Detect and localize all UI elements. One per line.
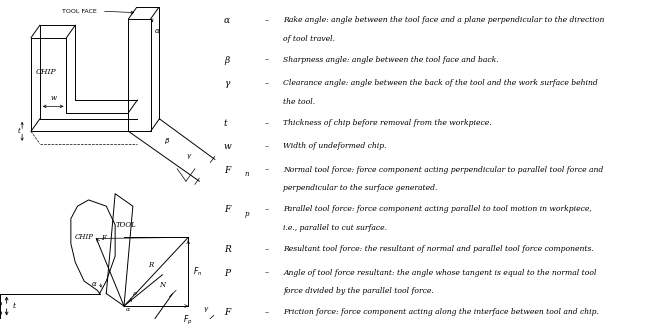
Text: w: w (50, 94, 56, 102)
Text: TOOL FACE: TOOL FACE (62, 9, 97, 14)
Text: γ: γ (224, 79, 229, 88)
Text: TOOL: TOOL (116, 221, 137, 229)
Text: N: N (159, 281, 166, 289)
Text: Sharpness angle: angle between the tool face and back.: Sharpness angle: angle between the tool … (283, 56, 499, 64)
Text: $\alpha$: $\alpha$ (125, 306, 132, 313)
Text: $\alpha$: $\alpha$ (91, 280, 97, 288)
Text: β: β (224, 56, 229, 65)
Text: R: R (224, 245, 231, 254)
Text: –: – (265, 166, 269, 174)
Text: –: – (265, 308, 269, 316)
Text: –: – (265, 205, 269, 214)
Text: i.e., parallel to cut surface.: i.e., parallel to cut surface. (283, 224, 387, 232)
Text: –: – (265, 268, 269, 277)
Text: F: F (101, 234, 105, 242)
Text: –: – (265, 119, 269, 127)
Text: CHIP: CHIP (74, 233, 94, 241)
Text: $F_n$: $F_n$ (193, 266, 202, 278)
Text: Friction force: force component acting along the interface between tool and chip: Friction force: force component acting a… (283, 308, 599, 316)
Text: Parallel tool force: force component acting parallel to tool motion in workpiece: Parallel tool force: force component act… (283, 205, 592, 214)
Text: –: – (265, 79, 269, 87)
Text: α: α (224, 16, 230, 25)
Text: Clearance angle: angle between the back of the tool and the work surface behind: Clearance angle: angle between the back … (283, 79, 598, 87)
Text: of tool travel.: of tool travel. (283, 34, 335, 43)
Text: $\gamma$: $\gamma$ (186, 152, 193, 161)
Text: n: n (244, 170, 249, 178)
Text: Resultant tool force: the resultant of normal and parallel tool force components: Resultant tool force: the resultant of n… (283, 245, 594, 253)
Text: $\rho$: $\rho$ (132, 290, 138, 298)
Text: R: R (148, 261, 153, 269)
Text: t: t (12, 302, 15, 310)
Text: Width of undeformed chip.: Width of undeformed chip. (283, 142, 386, 150)
Text: Angle of tool force resultant: the angle whose tangent is equal to the normal to: Angle of tool force resultant: the angle… (283, 268, 597, 277)
Text: F: F (224, 205, 230, 214)
Text: $\beta$: $\beta$ (164, 136, 170, 146)
Text: Rake angle: angle between the tool face and a plane perpendicular to the directi: Rake angle: angle between the tool face … (283, 16, 605, 24)
Text: F: F (224, 166, 230, 175)
Text: –: – (265, 245, 269, 253)
Text: $\lambda$: $\lambda$ (128, 296, 134, 304)
Text: perpendicular to the surface generated.: perpendicular to the surface generated. (283, 184, 437, 192)
Text: –: – (265, 16, 269, 24)
Text: w: w (224, 142, 231, 151)
Text: $\alpha$: $\alpha$ (154, 27, 160, 35)
Text: Normal tool force: force component acting perpendicular to parallel tool force a: Normal tool force: force component actin… (283, 166, 603, 174)
Text: p: p (244, 210, 249, 218)
Text: CHIP: CHIP (36, 68, 57, 76)
Text: Thickness of chip before removal from the workpiece.: Thickness of chip before removal from th… (283, 119, 492, 127)
Text: F: F (224, 308, 230, 317)
Text: force divided by the parallel tool force.: force divided by the parallel tool force… (283, 287, 434, 295)
Text: t: t (17, 127, 20, 135)
Text: $\gamma$: $\gamma$ (203, 305, 209, 314)
Text: –: – (265, 56, 269, 64)
Text: t: t (224, 119, 227, 128)
Text: $F_p$: $F_p$ (183, 314, 193, 325)
Text: –: – (265, 142, 269, 150)
Text: P: P (224, 268, 230, 278)
Text: the tool.: the tool. (283, 98, 315, 106)
